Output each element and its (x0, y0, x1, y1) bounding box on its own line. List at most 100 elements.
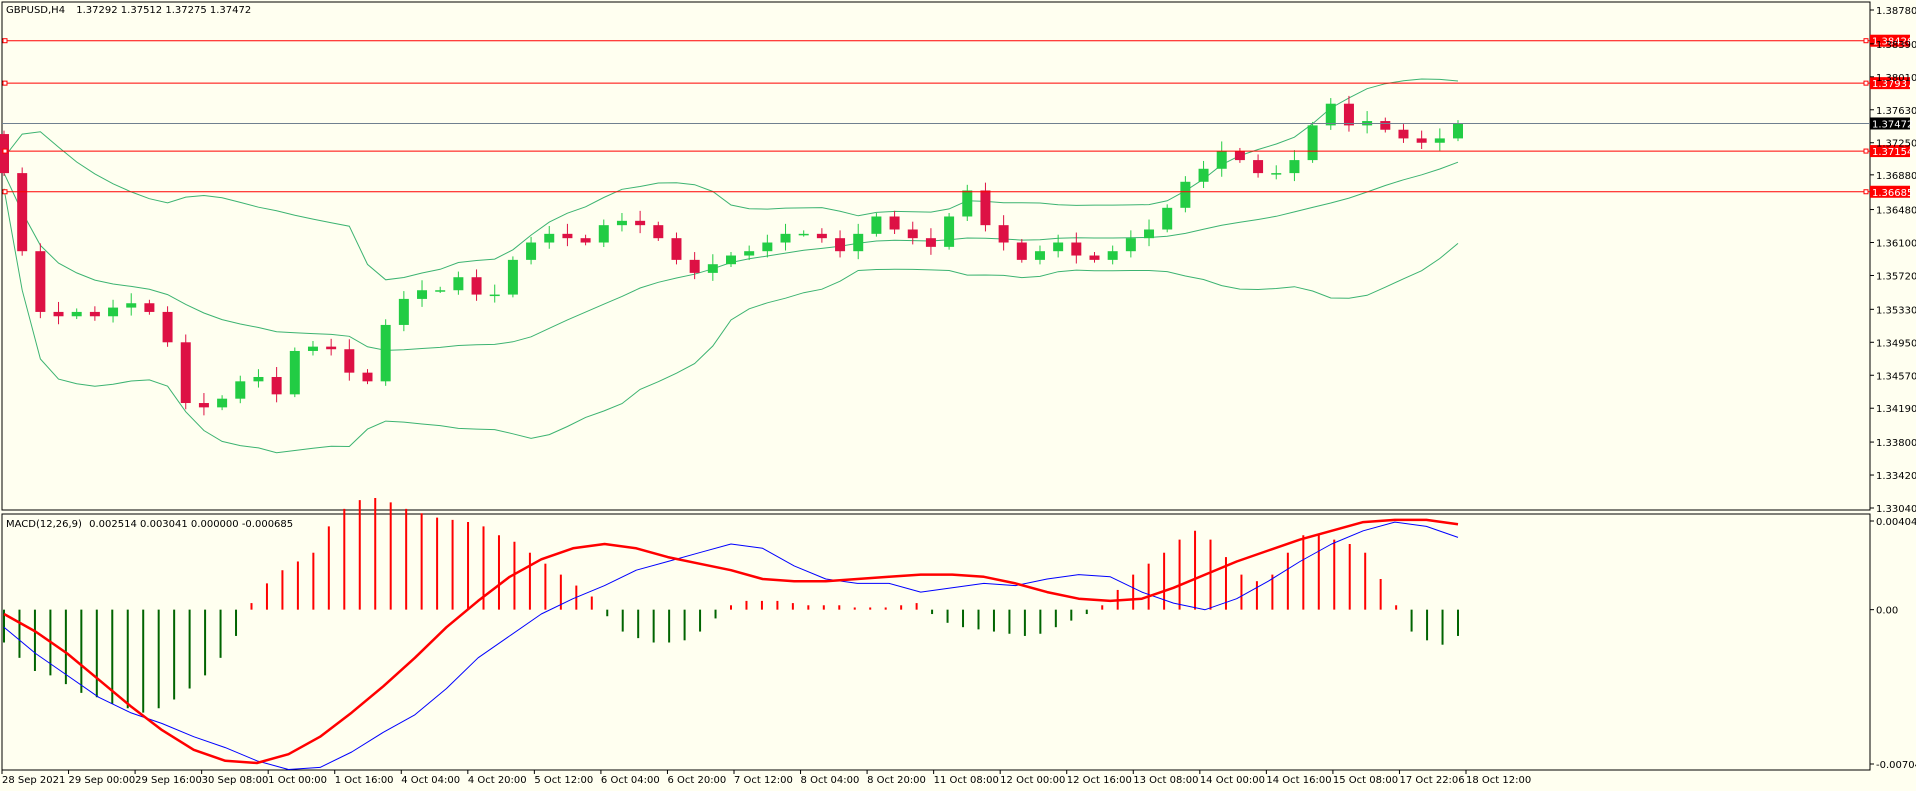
candle-body (744, 251, 755, 256)
candle[interactable] (580, 234, 591, 246)
candle-body (126, 303, 137, 308)
candle[interactable] (653, 221, 664, 241)
candle[interactable] (1343, 95, 1354, 132)
candle[interactable] (344, 339, 355, 381)
candle[interactable] (417, 280, 428, 307)
candle[interactable] (1144, 219, 1155, 247)
candle[interactable] (1307, 121, 1318, 163)
candle[interactable] (271, 367, 282, 403)
candle[interactable] (1071, 232, 1082, 264)
candle[interactable] (1398, 124, 1409, 143)
candle[interactable] (762, 234, 773, 258)
candle-body (453, 277, 464, 291)
candles[interactable] (0, 95, 1463, 416)
candle[interactable] (453, 271, 464, 295)
price-panel[interactable]: 1.38426 1.37937 1.37154 1.36685 1.37472 1.38… (0, 1, 1916, 515)
level-price-tag-text: 1.38426 (1872, 37, 1913, 48)
candle[interactable] (162, 306, 173, 347)
candle[interactable] (398, 291, 409, 332)
candle[interactable] (198, 393, 209, 416)
candle[interactable] (1053, 234, 1064, 258)
candle[interactable] (962, 184, 973, 221)
candle[interactable] (108, 299, 119, 323)
candle[interactable] (289, 347, 300, 398)
candle[interactable] (89, 306, 100, 321)
time-tick-label: 28 Sep 2021 (2, 775, 65, 786)
candle[interactable] (144, 299, 155, 315)
time-tick-label: 29 Sep 16:00 (135, 775, 202, 786)
candle[interactable] (435, 286, 446, 294)
candle[interactable] (126, 293, 137, 316)
candle-body (871, 216, 882, 234)
candle[interactable] (871, 213, 882, 237)
price-tick-label: 1.34190 (1876, 404, 1916, 415)
candle[interactable] (307, 340, 318, 356)
candle[interactable] (635, 210, 646, 234)
candle-body (635, 220, 646, 226)
candle[interactable] (362, 369, 373, 385)
candle[interactable] (689, 252, 700, 280)
candle[interactable] (671, 232, 682, 265)
candle[interactable] (925, 228, 936, 255)
candle[interactable] (253, 369, 264, 388)
candle[interactable] (544, 226, 555, 249)
candle[interactable] (1325, 98, 1336, 130)
candle[interactable] (217, 395, 228, 411)
candle[interactable] (726, 252, 736, 267)
candle[interactable] (235, 375, 246, 404)
candle[interactable] (1434, 128, 1445, 151)
candle[interactable] (526, 236, 537, 265)
candle[interactable] (798, 230, 809, 237)
candle[interactable] (980, 182, 991, 232)
candle[interactable] (489, 284, 500, 303)
candle[interactable] (853, 223, 864, 260)
candle[interactable] (744, 245, 755, 261)
candle[interactable] (1162, 204, 1173, 233)
candle-body (798, 233, 809, 236)
candle[interactable] (1380, 117, 1391, 133)
candle[interactable] (835, 230, 846, 258)
candle[interactable] (1416, 130, 1427, 149)
candle-body (671, 238, 682, 260)
time-tick-label: 6 Oct 20:00 (667, 775, 726, 786)
candle[interactable] (1034, 245, 1045, 265)
horizontal-levels[interactable]: 1.38426 1.37937 1.37154 1.36685 1.37472 (2, 34, 1913, 199)
candle[interactable] (998, 215, 1009, 251)
candle[interactable] (598, 219, 609, 248)
candle[interactable] (1125, 230, 1136, 258)
candle[interactable] (471, 269, 482, 301)
time-tick-label: 6 Oct 04:00 (601, 775, 660, 786)
candle[interactable] (1234, 147, 1245, 163)
candle[interactable] (907, 221, 918, 245)
candle[interactable] (35, 243, 46, 319)
candle[interactable] (1089, 252, 1100, 263)
candle[interactable] (616, 213, 627, 232)
candle[interactable] (180, 334, 191, 410)
candle-body (35, 251, 46, 312)
candle-body (1398, 129, 1409, 139)
candle[interactable] (944, 213, 955, 250)
candle[interactable] (889, 210, 900, 235)
candle[interactable] (816, 228, 827, 243)
candle[interactable] (53, 301, 64, 325)
candle[interactable] (1107, 245, 1118, 265)
candle[interactable] (1289, 150, 1300, 182)
candle[interactable] (380, 319, 391, 386)
candle[interactable] (1198, 160, 1209, 189)
candle[interactable] (71, 308, 82, 320)
candle[interactable] (562, 223, 573, 247)
candle-body (198, 403, 209, 408)
candle[interactable] (707, 254, 718, 281)
candle[interactable] (1216, 141, 1227, 177)
candle[interactable] (17, 167, 28, 256)
candle[interactable] (780, 223, 791, 251)
candle[interactable] (507, 256, 518, 298)
candle[interactable] (1253, 154, 1264, 178)
candle-body (1162, 207, 1173, 230)
candle[interactable] (326, 338, 337, 356)
candle[interactable] (1271, 165, 1282, 180)
macd-panel[interactable]: 0.004048 0.00 -0.007047 MACD(12,26,9) 0.00… (1, 497, 1916, 771)
candle[interactable] (1180, 176, 1191, 213)
candle[interactable] (1016, 239, 1027, 263)
price-tick-label: 1.35330 (1876, 305, 1916, 316)
